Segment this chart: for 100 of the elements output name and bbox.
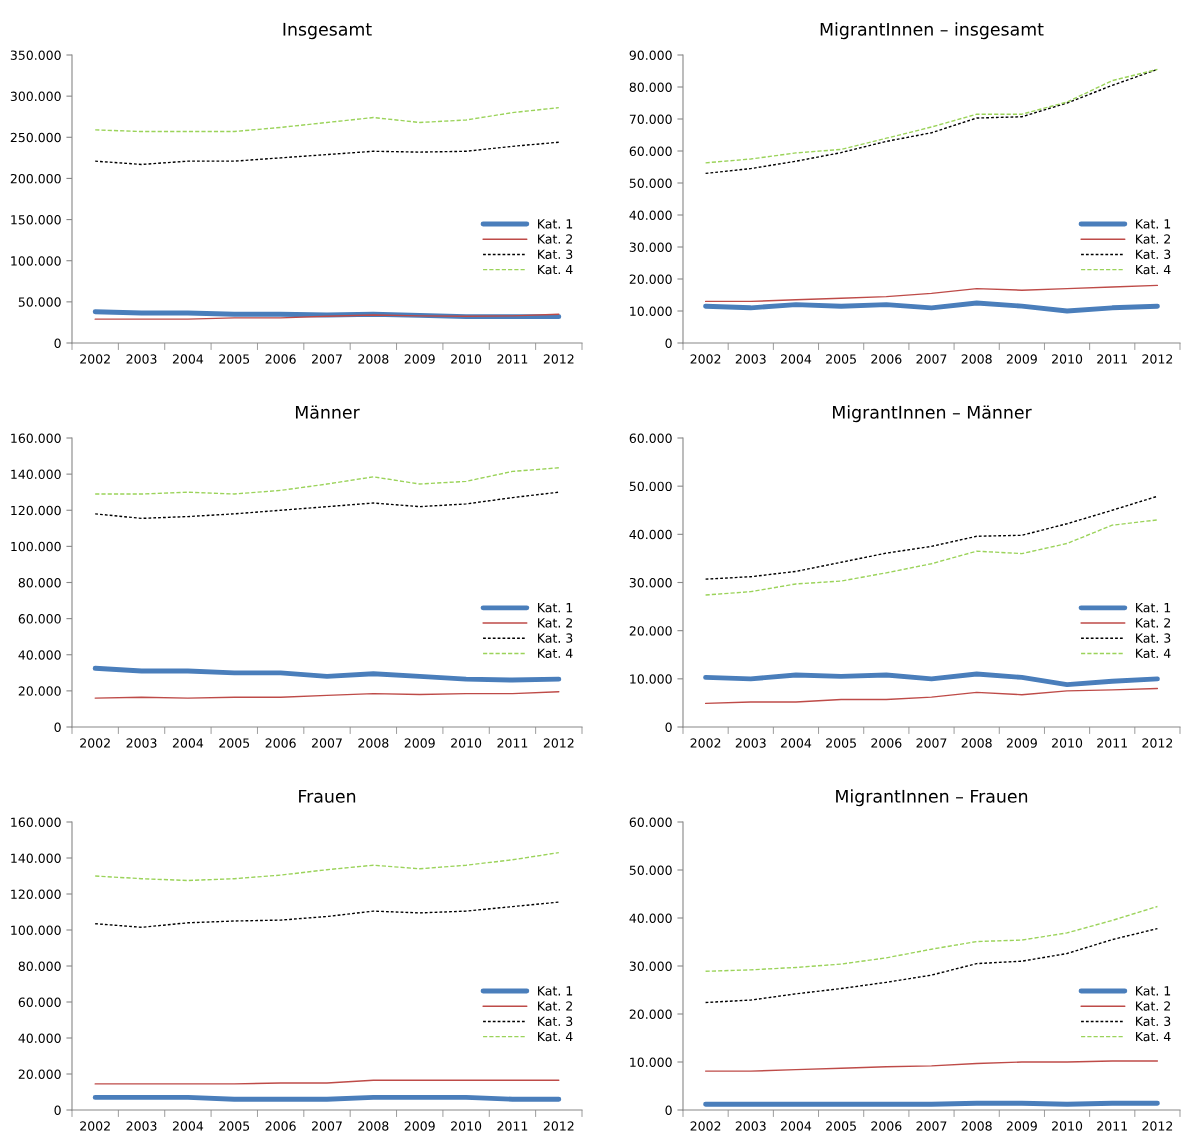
x-tick-label: 2012 bbox=[543, 738, 574, 748]
x-tick-label: 2009 bbox=[404, 738, 435, 748]
x-tick-label: 2012 bbox=[543, 354, 574, 364]
y-tick-label: 150.000 bbox=[11, 215, 61, 225]
legend-label: Kat. 3 bbox=[1136, 633, 1171, 643]
x-tick-label: 2006 bbox=[871, 1121, 902, 1131]
legend-label: Kat. 3 bbox=[538, 1016, 573, 1027]
legend-label: Kat. 2 bbox=[538, 234, 572, 244]
y-tick-label: 0 bbox=[54, 338, 61, 348]
legend-label: Kat. 3 bbox=[1136, 249, 1171, 260]
x-tick-label: 2005 bbox=[826, 354, 856, 364]
x-tick-label: 2010 bbox=[451, 738, 482, 748]
x-tick-label: 2007 bbox=[312, 1121, 342, 1131]
y-tick-label: 10.000 bbox=[630, 306, 672, 316]
y-tick-label: 0 bbox=[54, 722, 61, 732]
x-tick-label: 2005 bbox=[826, 738, 856, 748]
legend-label: Kat. 4 bbox=[538, 264, 573, 275]
line-series bbox=[704, 905, 1159, 972]
x-tick-label: 2008 bbox=[358, 354, 389, 364]
y-tick-label: 160.000 bbox=[11, 433, 61, 443]
legend-label: Kat. 2 bbox=[538, 1001, 572, 1011]
x-tick-label: 2009 bbox=[1006, 1121, 1037, 1131]
legend-label: Kat. 4 bbox=[538, 1031, 573, 1042]
line-series bbox=[94, 901, 560, 928]
x-tick-label: 2007 bbox=[312, 354, 342, 364]
y-tick-label: 30.000 bbox=[629, 242, 672, 252]
x-tick-label: 2004 bbox=[780, 738, 812, 748]
y-tick-label: 60.000 bbox=[629, 817, 672, 827]
line-series bbox=[703, 300, 1160, 314]
legend-label: Kat. 1 bbox=[1136, 603, 1171, 613]
chart-title: MigrantInnen – Männer bbox=[833, 405, 1032, 423]
line-series bbox=[704, 284, 1159, 303]
x-tick-label: 2005 bbox=[219, 1121, 250, 1131]
y-tick-label: 40.000 bbox=[629, 210, 672, 220]
line-series bbox=[94, 491, 560, 520]
x-tick-label: 2011 bbox=[1097, 738, 1127, 748]
line-series bbox=[703, 671, 1160, 688]
y-tick-label: 350.000 bbox=[10, 50, 61, 60]
x-tick-label: 2011 bbox=[497, 354, 528, 364]
legend-label: Kat. 1 bbox=[1136, 986, 1171, 996]
x-tick-label: 2010 bbox=[1052, 738, 1083, 748]
x-tick-label: 2003 bbox=[126, 1121, 157, 1131]
legend-label: Kat. 2 bbox=[1136, 618, 1170, 628]
line-series bbox=[94, 141, 560, 166]
legend-label: Kat. 4 bbox=[1136, 648, 1171, 659]
x-tick-label: 2007 bbox=[916, 738, 947, 748]
y-tick-label: 30.000 bbox=[629, 577, 672, 588]
line-series bbox=[94, 467, 560, 495]
x-tick-label: 2011 bbox=[497, 738, 528, 748]
x-tick-label: 2006 bbox=[265, 738, 296, 748]
y-tick-label: 60.000 bbox=[18, 997, 61, 1007]
x-tick-label: 2005 bbox=[826, 1121, 856, 1131]
x-tick-label: 2012 bbox=[1142, 1121, 1173, 1131]
y-tick-label: 100.000 bbox=[11, 541, 61, 552]
y-tick-label: 160.000 bbox=[11, 817, 61, 827]
x-tick-label: 2002 bbox=[80, 1121, 110, 1131]
y-tick-label: 50.000 bbox=[629, 865, 672, 875]
chart-title: Frauen bbox=[299, 789, 356, 803]
legend-label: Kat. 3 bbox=[538, 633, 573, 643]
x-tick-label: 2003 bbox=[126, 354, 157, 364]
y-tick-label: 60.000 bbox=[629, 146, 672, 156]
y-tick-label: 20.000 bbox=[18, 1069, 61, 1079]
x-tick-label: 2006 bbox=[871, 354, 902, 364]
x-tick-label: 2010 bbox=[451, 354, 482, 364]
line-series bbox=[92, 665, 562, 683]
legend-label: Kat. 4 bbox=[1136, 1031, 1171, 1042]
x-tick-label: 2003 bbox=[735, 354, 766, 364]
x-tick-label: 2007 bbox=[916, 1121, 947, 1131]
y-tick-label: 20.000 bbox=[18, 686, 61, 696]
x-tick-label: 2004 bbox=[780, 354, 812, 364]
line-series bbox=[704, 687, 1159, 705]
y-tick-label: 40.000 bbox=[629, 529, 672, 540]
x-tick-label: 2002 bbox=[80, 738, 110, 748]
y-tick-label: 120.000 bbox=[11, 505, 61, 516]
x-tick-label: 2010 bbox=[1052, 354, 1083, 364]
line-series bbox=[704, 519, 1159, 596]
x-tick-label: 2002 bbox=[80, 354, 110, 364]
chart-title: Insgesamt bbox=[283, 22, 372, 40]
y-tick-label: 20.000 bbox=[629, 1009, 672, 1019]
x-tick-label: 2010 bbox=[451, 1121, 482, 1131]
chart-title: Männer bbox=[295, 405, 360, 419]
legend-label: Kat. 1 bbox=[538, 603, 573, 613]
y-tick-label: 0 bbox=[54, 1105, 61, 1115]
x-tick-label: 2006 bbox=[265, 1121, 296, 1131]
line-series bbox=[94, 851, 560, 882]
y-tick-label: 250.000 bbox=[10, 132, 61, 143]
y-tick-label: 100.000 bbox=[11, 256, 61, 266]
chart-title: MigrantInnen – insgesamt bbox=[820, 22, 1044, 40]
x-tick-label: 2008 bbox=[961, 354, 992, 364]
y-tick-label: 40.000 bbox=[18, 650, 61, 660]
legend-label: Kat. 2 bbox=[1136, 1001, 1170, 1011]
x-tick-label: 2005 bbox=[219, 354, 250, 364]
x-tick-label: 2012 bbox=[1142, 354, 1173, 364]
x-tick-label: 2003 bbox=[735, 738, 766, 748]
x-tick-label: 2009 bbox=[1006, 738, 1037, 748]
line-series bbox=[704, 495, 1159, 580]
x-tick-label: 2009 bbox=[1006, 354, 1037, 364]
x-tick-label: 2006 bbox=[265, 354, 296, 364]
legend-label: Kat. 4 bbox=[538, 648, 573, 659]
x-tick-label: 2011 bbox=[1097, 354, 1127, 364]
